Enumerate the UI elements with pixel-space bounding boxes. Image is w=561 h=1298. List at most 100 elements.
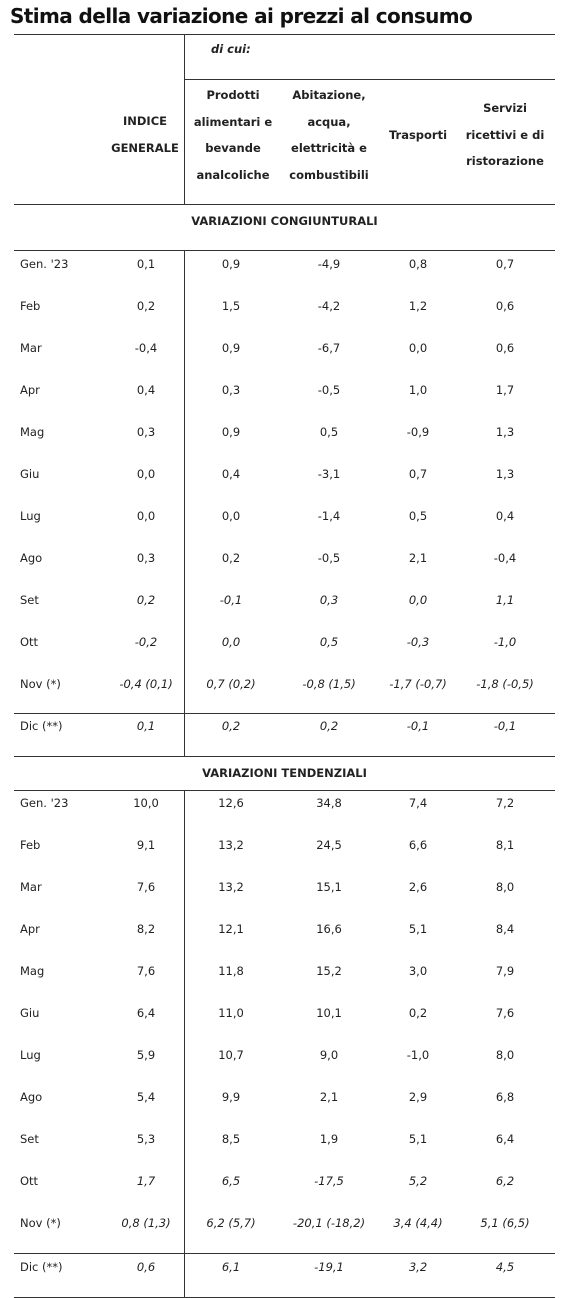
row-label: Mag: [20, 425, 45, 439]
table-cell: 0,5: [319, 635, 339, 649]
column-divider: [184, 790, 185, 1297]
row-label: Set: [20, 593, 39, 607]
table-cell: 1,2: [408, 299, 428, 313]
last-row-rule: [14, 1253, 555, 1254]
table-cell: 24,5: [316, 838, 342, 852]
header-line: Servizi: [483, 101, 527, 115]
table-cell: 2,9: [408, 1090, 428, 1104]
table-cell: 0,8: [408, 257, 428, 271]
top-rule: [14, 34, 555, 35]
row-label: Feb: [20, 299, 41, 313]
header-line: alimentari e: [193, 114, 273, 129]
table-cell: 34,8: [316, 796, 342, 810]
table-cell: 0,6: [495, 341, 515, 355]
table-cell: 10,7: [218, 1048, 244, 1062]
row-label: Nov (*): [20, 1216, 61, 1230]
table-cell: 12,6: [218, 796, 244, 810]
table-cell: 8,2: [136, 922, 156, 936]
table-cell: 8,4: [495, 922, 515, 936]
header-indice-generale: INDICE GENERALE: [102, 108, 188, 161]
section-title: VARIAZIONI CONGIUNTURALI: [191, 214, 378, 228]
table-cell: 8,1: [495, 838, 515, 852]
row-label: Gen. '23: [20, 796, 69, 810]
table-cell: 0,2: [221, 719, 241, 733]
table-cell: 0,7 (0,2): [206, 677, 256, 691]
row-label: Giu: [20, 1006, 40, 1020]
table-cell: 1,1: [495, 593, 515, 607]
table-cell: 0,6: [495, 299, 515, 313]
row-label: Feb: [20, 838, 41, 852]
row-label: Ott: [20, 1174, 39, 1188]
table-cell: 0,0: [136, 509, 156, 523]
table-cell: -0,4: [493, 551, 517, 565]
header-line: acqua,: [307, 114, 351, 129]
table-cell: 3,4 (4,4): [393, 1216, 443, 1230]
table-cell: -4,9: [317, 257, 341, 271]
table-cell: -4,2: [317, 299, 341, 313]
table-cell: 1,3: [495, 425, 515, 439]
row-label: Ago: [20, 551, 43, 565]
table-cell: 6,2: [495, 1174, 515, 1188]
table-cell: 6,4: [495, 1132, 515, 1146]
section-title: VARIAZIONI TENDENZIALI: [202, 766, 367, 780]
table-cell: 3,0: [408, 964, 428, 978]
table-cell: 6,6: [408, 838, 428, 852]
table-cell: 5,1 (6,5): [480, 1216, 530, 1230]
last-row-rule: [14, 713, 555, 714]
table-cell: 5,1: [408, 1132, 428, 1146]
table-cell: 0,5: [408, 509, 428, 523]
table-cell: 0,0: [408, 341, 428, 355]
table-cell: -1,7 (-0,7): [389, 677, 447, 691]
table-cell: -0,1: [493, 719, 517, 733]
table-cell: 0,3: [319, 593, 339, 607]
header-prodotti: Prodotti alimentari e bevande analcolich…: [186, 82, 280, 188]
row-label: Nov (*): [20, 677, 61, 691]
table-cell: -6,7: [317, 341, 341, 355]
row-label: Dic (**): [20, 719, 63, 733]
row-label: Mar: [20, 341, 42, 355]
table-cell: 10,0: [133, 796, 159, 810]
table-cell: 6,1: [221, 1260, 241, 1274]
table-cell: 3,2: [408, 1260, 428, 1274]
table-cell: 6,5: [221, 1174, 241, 1188]
row-label: Gen. '23: [20, 257, 69, 271]
table-cell: 1,0: [408, 383, 428, 397]
table-cell: 6,2 (5,7): [206, 1216, 256, 1230]
header-line: GENERALE: [111, 140, 179, 155]
table-cell: 10,1: [316, 1006, 342, 1020]
table-cell: 5,3: [136, 1132, 156, 1146]
header-trasporti: Trasporti: [382, 122, 454, 149]
table-cell: 7,6: [495, 1006, 515, 1020]
table-cell: 7,6: [136, 964, 156, 978]
table-cell: -19,1: [314, 1260, 344, 1274]
table-cell: -0,1: [406, 719, 430, 733]
row-label: Lug: [20, 509, 41, 523]
row-label: Mar: [20, 880, 42, 894]
table-cell: 0,2: [136, 299, 156, 313]
table-cell: 7,4: [408, 796, 428, 810]
table-cell: 9,1: [136, 838, 156, 852]
table-cell: 5,4: [136, 1090, 156, 1104]
table-cell: 0,3: [136, 551, 156, 565]
table-cell: 0,4: [221, 467, 241, 481]
header-line: elettricità e: [291, 141, 367, 155]
table-cell: 15,1: [316, 880, 342, 894]
table-cell: 5,2: [408, 1174, 428, 1188]
table-cell: -1,0: [406, 1048, 430, 1062]
table-cell: -0,5: [317, 383, 341, 397]
table-cell: 1,3: [495, 467, 515, 481]
table-cell: -1,0: [493, 635, 517, 649]
header-divider: [184, 34, 185, 205]
table-cell: 16,6: [316, 922, 342, 936]
table-cell: -1,8 (-0,5): [476, 677, 534, 691]
table-cell: -0,9: [406, 425, 430, 439]
table-cell: 9,0: [319, 1048, 339, 1062]
table-cell: 2,1: [408, 551, 428, 565]
header-line: Prodotti: [206, 88, 260, 102]
di-cui-label: di cui:: [211, 42, 251, 56]
table-cell: 0,0: [221, 635, 241, 649]
row-label: Ott: [20, 635, 39, 649]
table-cell: 1,5: [221, 299, 241, 313]
row-label: Apr: [20, 922, 40, 936]
row-label: Dic (**): [20, 1260, 63, 1274]
